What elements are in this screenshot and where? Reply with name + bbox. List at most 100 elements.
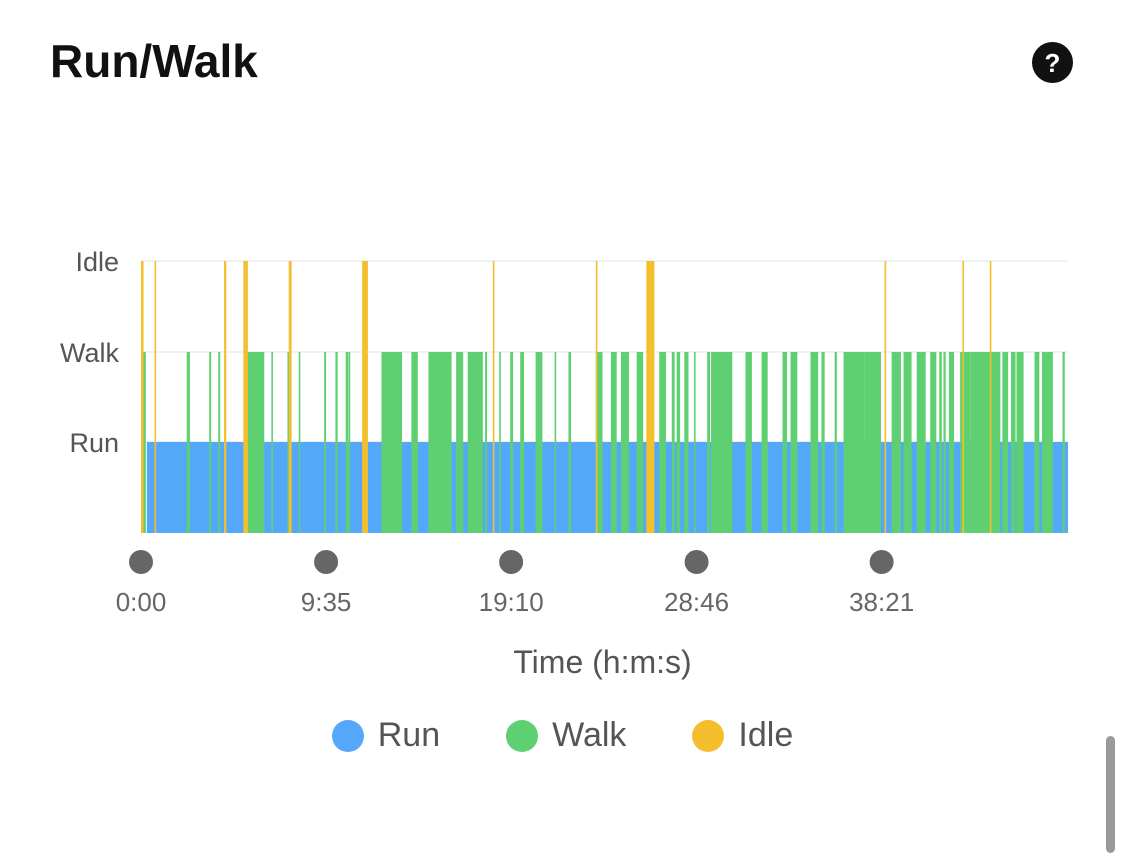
walk-bar	[676, 352, 681, 533]
walk-bar	[891, 352, 901, 533]
walk-bar	[1062, 352, 1065, 533]
legend-swatch-run	[331, 719, 364, 752]
idle-bar	[646, 261, 655, 533]
walk-bar	[620, 352, 629, 533]
walk-bar	[659, 352, 666, 533]
x-tick-label: 38:21	[849, 587, 914, 617]
walk-bar	[810, 352, 819, 533]
walk-bar	[970, 352, 1000, 533]
walk-bar	[684, 352, 689, 533]
idle-bar	[362, 261, 368, 533]
x-axis-title: Time (h:m:s)	[513, 644, 691, 680]
x-tick-label: 19:10	[479, 587, 544, 617]
idle-bar	[884, 261, 887, 533]
idle-bar	[962, 261, 965, 533]
legend-swatch-idle	[692, 719, 725, 752]
legend-item-walk[interactable]: Walk	[506, 716, 626, 755]
x-tick-handle[interactable]	[499, 550, 524, 574]
idle-bar	[154, 261, 157, 533]
idle-bar	[595, 261, 598, 533]
x-tick-handle[interactable]	[129, 550, 153, 574]
walk-bar	[939, 352, 942, 533]
x-tick-label: 28:46	[664, 587, 729, 617]
walk-bar	[995, 352, 998, 533]
page-title: Run/Walk	[50, 35, 258, 87]
walk-bar	[218, 352, 221, 533]
walk-bar	[711, 352, 733, 533]
walk-bar	[707, 352, 711, 533]
walk-bar	[535, 352, 543, 533]
walk-bar	[745, 352, 752, 533]
legend-label-idle: Idle	[738, 716, 794, 754]
x-tick-handle[interactable]	[869, 550, 894, 574]
walk-bar	[949, 352, 955, 533]
walk-bar	[142, 352, 146, 533]
help-button[interactable]: ?	[1032, 42, 1073, 83]
grid-lines	[141, 260, 1068, 443]
walk-bar	[287, 352, 290, 533]
legend-label-walk: Walk	[552, 716, 627, 754]
idle-bar	[989, 261, 992, 533]
walk-bar	[790, 352, 798, 533]
walk-bar	[1002, 352, 1009, 533]
walk-bar	[381, 352, 403, 533]
x-axis: 0:00 9:35 19:10 28:46 38:21	[116, 550, 914, 617]
walk-bar	[834, 352, 837, 533]
walk-bar	[1041, 352, 1053, 533]
run-bar	[146, 442, 1068, 533]
walk-bar	[960, 352, 971, 533]
legend-item-idle[interactable]: Idle	[692, 716, 793, 755]
idle-bar	[141, 261, 144, 533]
idle-bar	[288, 261, 292, 533]
walk-bar	[428, 352, 452, 533]
walk-bar	[1016, 352, 1024, 533]
chart-bars	[141, 261, 1068, 533]
walk-bar	[636, 352, 644, 533]
walk-bar	[467, 352, 483, 533]
walk-bar	[1034, 352, 1040, 533]
walk-bar	[348, 352, 351, 533]
walk-bar	[335, 352, 338, 533]
walk-bar	[843, 352, 865, 533]
walk-bar	[864, 352, 880, 533]
y-axis-labels: Run Walk Idle	[60, 247, 119, 458]
walk-bar	[346, 352, 349, 533]
walk-bar	[761, 352, 768, 533]
walk-bar	[1011, 352, 1016, 533]
walk-bar	[671, 352, 675, 533]
walk-bar	[930, 352, 937, 533]
walk-bar	[998, 352, 1001, 533]
walk-bar	[520, 352, 525, 533]
walk-bar	[247, 352, 265, 533]
walk-bar	[610, 352, 617, 533]
idle-bar	[224, 261, 227, 533]
x-tick-handle[interactable]	[684, 550, 709, 574]
x-tick-label: 0:00	[116, 587, 167, 617]
walk-bar	[916, 352, 926, 533]
walk-bar	[903, 352, 912, 533]
idle-bar	[492, 261, 495, 533]
walk-bar	[271, 352, 273, 533]
walk-bar	[324, 352, 327, 533]
run-walk-chart: Run Walk Idle 0:00 9:35 19:10 28:46 38:21 Time…	[60, 247, 1068, 680]
walk-bar	[499, 352, 501, 533]
y-label-run: Run	[69, 428, 119, 458]
y-label-walk: Walk	[60, 338, 119, 368]
walk-bar	[554, 352, 557, 533]
x-tick-handle[interactable]	[314, 550, 339, 574]
legend-item-run[interactable]: Run	[331, 716, 441, 755]
walk-bar	[186, 352, 190, 533]
walk-bar	[209, 352, 212, 533]
walk-bar	[568, 352, 572, 533]
idle-bar	[243, 261, 248, 533]
walk-bar	[943, 352, 946, 533]
walk-bar	[411, 352, 418, 533]
walk-bar	[456, 352, 464, 533]
legend: Run Walk Idle	[0, 716, 1125, 755]
walk-bar	[595, 352, 603, 533]
scrollbar[interactable]	[1106, 736, 1115, 853]
walk-bar	[510, 352, 514, 533]
walk-bar	[485, 352, 488, 533]
walk-bar	[782, 352, 788, 533]
legend-label-run: Run	[377, 716, 441, 754]
